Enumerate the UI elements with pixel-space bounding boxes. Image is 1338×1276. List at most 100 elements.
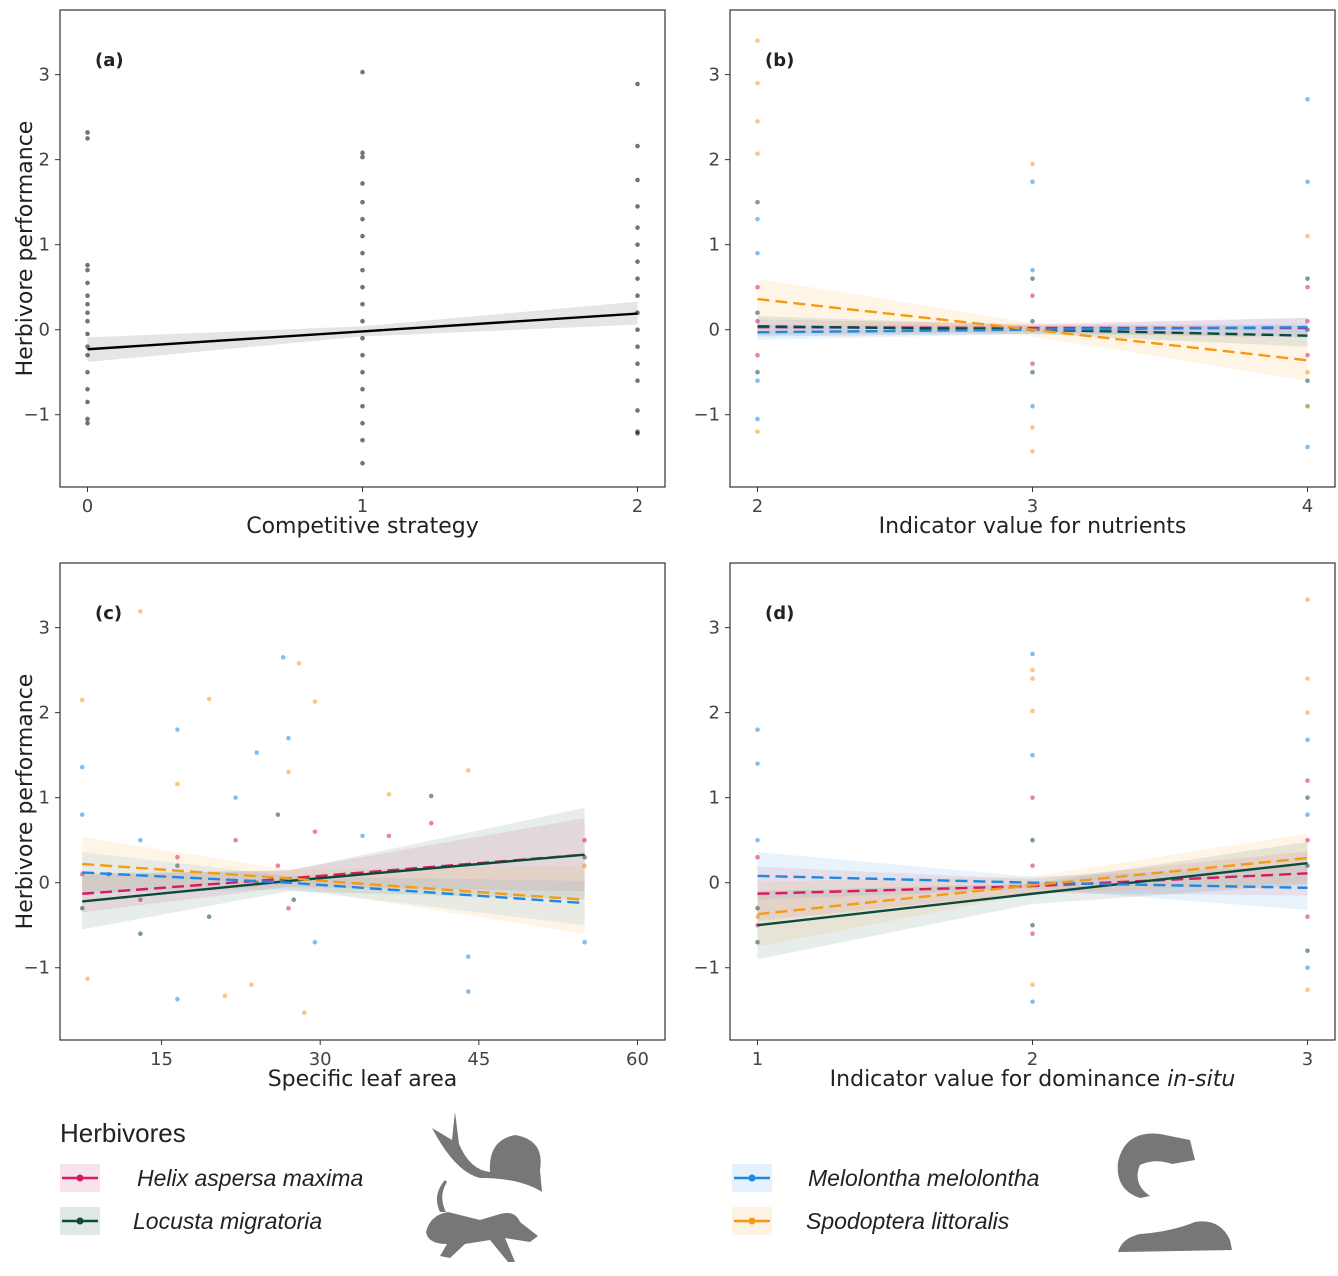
data-point	[275, 812, 281, 817]
data-point	[1030, 293, 1035, 298]
data-point	[582, 863, 587, 868]
data-point	[138, 837, 143, 843]
plot-frame	[729, 562, 1336, 1041]
legend-dot	[748, 1217, 756, 1225]
data-point	[360, 301, 365, 307]
data-point	[1305, 778, 1310, 783]
data-point	[360, 335, 365, 341]
x-tick-label: 0	[82, 496, 93, 517]
fit-line	[757, 297, 1308, 362]
x-tick-label: 2	[752, 496, 763, 517]
data-point	[1305, 276, 1310, 281]
x-tick-label: 1	[357, 496, 368, 517]
data-point	[635, 225, 640, 230]
data-point	[755, 905, 760, 911]
x-tick-label: 15	[150, 1049, 173, 1070]
data-point	[635, 408, 640, 413]
data-point	[1030, 361, 1035, 367]
y-tick-label: 3	[39, 65, 50, 86]
data-point	[138, 609, 143, 614]
confidence-band	[82, 807, 585, 930]
data-point	[755, 284, 760, 290]
data-point	[1305, 812, 1310, 817]
data-point	[206, 696, 212, 702]
data-point	[428, 793, 434, 799]
data-point	[755, 369, 760, 375]
data-point	[206, 914, 212, 920]
data-point	[85, 344, 90, 350]
data-point	[755, 80, 760, 86]
x-axis-label-emphasis: in-situ	[1167, 1067, 1235, 1092]
y-tick-label: 1	[709, 788, 720, 809]
confidence-band	[757, 316, 1308, 347]
data-point	[360, 403, 365, 409]
x-axis-label: Specific leaf area	[268, 1067, 458, 1092]
data-point	[1305, 737, 1310, 743]
data-point	[175, 996, 180, 1002]
data-point	[1305, 369, 1310, 375]
data-point	[85, 318, 90, 324]
data-point	[755, 837, 760, 843]
confidence-band	[757, 852, 1308, 910]
data-point	[1030, 752, 1035, 758]
data-point	[85, 280, 90, 286]
data-point	[79, 764, 85, 770]
data-point	[360, 154, 365, 160]
data-point	[386, 791, 392, 797]
data-point	[1030, 448, 1035, 454]
data-point	[233, 795, 238, 800]
data-point	[222, 993, 228, 999]
data-point	[1030, 651, 1035, 657]
y-tick-label: 0	[709, 320, 720, 341]
legend-label: Helix aspersa maxima	[137, 1165, 363, 1191]
data-point	[1305, 837, 1310, 843]
legend-dot	[748, 1174, 756, 1182]
data-point	[360, 460, 365, 466]
y-tick-label: 2	[39, 703, 50, 724]
data-point	[1305, 948, 1310, 954]
data-point	[1305, 179, 1310, 185]
data-point	[85, 399, 90, 405]
data-point	[1030, 837, 1035, 843]
data-point	[360, 69, 365, 75]
data-point	[85, 301, 90, 307]
y-tick-label: 0	[709, 873, 720, 894]
legend-dot	[76, 1174, 84, 1182]
silhouettes	[426, 1112, 1232, 1262]
data-point	[755, 199, 760, 205]
y-tick-label: 2	[39, 150, 50, 171]
data-point	[428, 820, 434, 826]
legend-label: Melolontha melolontha	[808, 1165, 1039, 1191]
data-point	[286, 905, 291, 911]
data-point	[360, 420, 365, 426]
data-point	[1030, 403, 1035, 409]
data-point	[1305, 914, 1310, 920]
data-point	[85, 130, 90, 135]
data-point	[635, 378, 640, 384]
data-point	[635, 81, 640, 87]
data-point	[1030, 276, 1035, 281]
data-point	[1305, 597, 1310, 602]
data-point	[1030, 667, 1035, 673]
data-point	[79, 905, 85, 911]
data-point	[138, 897, 143, 903]
data-point	[755, 318, 760, 324]
data-point	[1030, 863, 1035, 868]
y-axis-label: Herbivore performance	[13, 674, 38, 930]
y-tick-label: −1	[23, 405, 50, 426]
data-point	[582, 837, 587, 843]
data-point	[360, 833, 365, 839]
data-point	[85, 331, 90, 337]
data-point	[312, 939, 318, 945]
data-point	[312, 829, 318, 834]
data-point	[175, 863, 180, 868]
data-point	[1030, 708, 1035, 714]
data-point	[635, 204, 640, 209]
data-point	[755, 761, 760, 766]
data-point	[360, 284, 365, 290]
y-tick-label: 2	[709, 703, 720, 724]
panel-label: (a)	[95, 50, 124, 71]
data-point	[1030, 267, 1035, 273]
data-point	[755, 250, 760, 256]
